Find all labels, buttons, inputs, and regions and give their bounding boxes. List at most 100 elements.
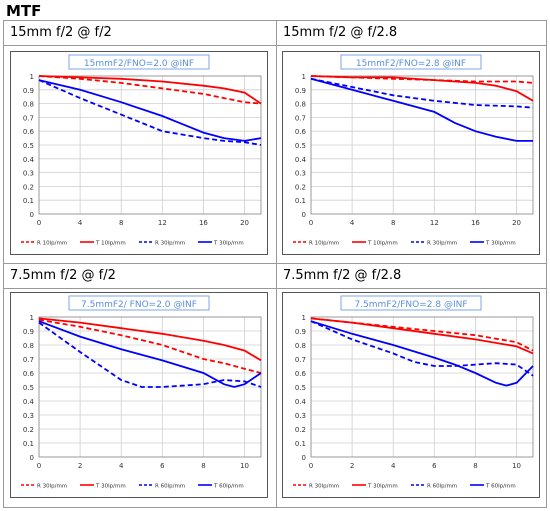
chart-title: 15mmF2/FNO=2.0 @INF [84, 59, 194, 69]
y-tick-label: 0.2 [295, 183, 306, 191]
panel-title: 15mm f/2 @ f/2.8 [277, 21, 547, 46]
y-tick-label: 0.7 [295, 356, 306, 364]
y-tick-label: 0 [302, 211, 306, 219]
y-tick-label: 0.6 [23, 370, 35, 378]
panel-75mm-f28: 7.5mm f/2 @ f/2.8 7.5mmF2/FNO=2.8 @INF 0 0… [277, 264, 547, 507]
panel-15mm-f2: 15mm f/2 @ f/2 15mmF2/FNO=2.0 @INF 0 0.1 0.… [4, 21, 276, 263]
y-tick-label: 0.9 [23, 87, 34, 95]
series-line [310, 77, 533, 142]
x-tick-label: 10 [512, 462, 521, 470]
series-line [38, 79, 262, 146]
x-tick-label: 20 [240, 219, 249, 227]
x-tick-label: 12 [430, 219, 439, 227]
y-tick-label: 0 [30, 454, 34, 462]
y-tick-label: 0.5 [295, 142, 306, 150]
series-line [310, 320, 534, 387]
y-tick-label: 0.4 [23, 156, 35, 164]
page-title: MTF [6, 2, 42, 20]
chart-frame: 15mmF2/FNO=2.8 @INF 0 0.1 0.2 0.3 0.4 0.5 0.6 0.… [282, 51, 540, 255]
y-tick-label: 0.7 [23, 356, 34, 364]
y-tick-label: 0.6 [295, 128, 307, 136]
x-tick-label: 0 [309, 462, 313, 470]
chart-title-box [68, 54, 210, 70]
x-tick-label: 0 [309, 219, 313, 227]
plot-area [310, 75, 534, 215]
mtf-table: 15mm f/2 @ f/2 15mmF2/FNO=2.0 @INF 0 0.1 0.… [3, 20, 547, 508]
y-tick-label: 0.9 [295, 328, 306, 336]
legend-label: R 30lp/mm [309, 484, 339, 490]
legend-label: R 60lp/mm [427, 484, 457, 490]
legend-label: T 30lp/mm [367, 484, 398, 490]
y-tick-label: 1 [30, 314, 34, 322]
y-tick-label: 0 [302, 454, 306, 462]
y-tick-label: 0.3 [23, 170, 34, 178]
x-tick-label: 4 [391, 462, 396, 470]
legend-label: R 30lp/mm [427, 241, 457, 247]
y-tick-label: 0.4 [295, 398, 307, 406]
y-tick-label: 0.5 [295, 384, 306, 392]
y-tick-label: 0.9 [295, 87, 306, 95]
chart-title-box [340, 295, 482, 311]
series-line [38, 75, 262, 105]
y-tick-label: 0.1 [295, 440, 306, 448]
x-tick-label: 20 [512, 219, 521, 227]
legend-label: T 60lp/mm [485, 484, 516, 490]
y-tick-label: 0.3 [295, 412, 306, 420]
y-tick-label: 1 [302, 314, 306, 322]
x-tick-label: 4 [350, 219, 355, 227]
panel-15mm-f28: 15mm f/2 @ f/2.8 15mmF2/FNO=2.8 @INF 0 0.1… [277, 21, 547, 263]
legend-label: R 60lp/mm [155, 484, 185, 490]
mtf-chart: 7.5mmF2/FNO=2.8 @INF 0 0.1 0.2 0.3 0.4 0.5 0.6 0… [293, 295, 534, 490]
mtf-chart: 15mmF2/FNO=2.8 @INF 0 0.1 0.2 0.3 0.4 0.5 0.6 0.… [293, 54, 534, 247]
x-tick-label: 6 [160, 462, 165, 470]
x-tick-label: 0 [37, 219, 41, 227]
y-tick-label: 0.4 [23, 398, 35, 406]
series-line [38, 318, 262, 374]
chart-frame: 7.5mmF2/FNO=2.8 @INF 0 0.1 0.2 0.3 0.4 0.5 0.6 0… [282, 292, 540, 498]
x-tick-label: 4 [119, 462, 124, 470]
x-tick-label: 8 [473, 462, 477, 470]
y-tick-label: 0.5 [23, 384, 34, 392]
y-tick-label: 0.7 [23, 114, 34, 122]
y-tick-label: 0.5 [23, 142, 34, 150]
y-tick-label: 0.8 [295, 342, 306, 350]
y-tick-label: 0.8 [23, 342, 34, 350]
x-tick-label: 2 [350, 462, 354, 470]
y-tick-label: 0.1 [23, 197, 34, 205]
x-tick-label: 12 [158, 219, 167, 227]
y-tick-label: 0 [30, 211, 34, 219]
chart-title-box [340, 54, 482, 70]
series-line [310, 317, 534, 355]
y-tick-label: 1 [302, 73, 306, 81]
y-tick-label: 0.2 [295, 426, 306, 434]
x-tick-label: 16 [199, 219, 208, 227]
legend-label: R 30lp/mm [37, 484, 67, 490]
legend-label: T 30lp/mm [485, 241, 516, 247]
chart-title: 7.5mmF2/ FNO=2.0 @INF [81, 300, 197, 310]
y-tick-label: 0.8 [23, 101, 34, 109]
chart-title-box [68, 295, 210, 311]
y-tick-label: 0.8 [295, 101, 306, 109]
panel-title: 15mm f/2 @ f/2 [4, 21, 276, 46]
series-line [310, 75, 534, 102]
y-tick-label: 0.7 [295, 114, 306, 122]
legend-label: R 10lp/mm [37, 241, 67, 247]
y-tick-label: 0.4 [295, 156, 307, 164]
chart-title: 7.5mmF2/FNO=2.8 @INF [354, 300, 467, 310]
x-tick-label: 16 [471, 219, 480, 227]
series-line [38, 320, 262, 388]
x-tick-label: 0 [37, 462, 41, 470]
y-tick-label: 0.1 [23, 440, 34, 448]
y-tick-label: 0.1 [295, 197, 306, 205]
y-tick-label: 0.6 [295, 370, 307, 378]
plot-area [310, 316, 534, 458]
series-line [38, 321, 262, 388]
mtf-chart: 7.5mmF2/ FNO=2.0 @INF 0 0.1 0.2 0.3 0.4 0.5 0.6… [21, 295, 262, 490]
series-line [38, 317, 262, 362]
y-tick-label: 0.6 [23, 128, 35, 136]
series-line [310, 317, 534, 352]
panel-75mm-f2: 7.5mm f/2 @ f/2 7.5mmF2/ FNO=2.0 @INF 0 0.… [4, 264, 276, 507]
table-vertical-divider [276, 21, 277, 507]
y-tick-label: 0.3 [23, 412, 34, 420]
chart-frame: 7.5mmF2/ FNO=2.0 @INF 0 0.1 0.2 0.3 0.4 0.5 0.6… [10, 292, 268, 498]
